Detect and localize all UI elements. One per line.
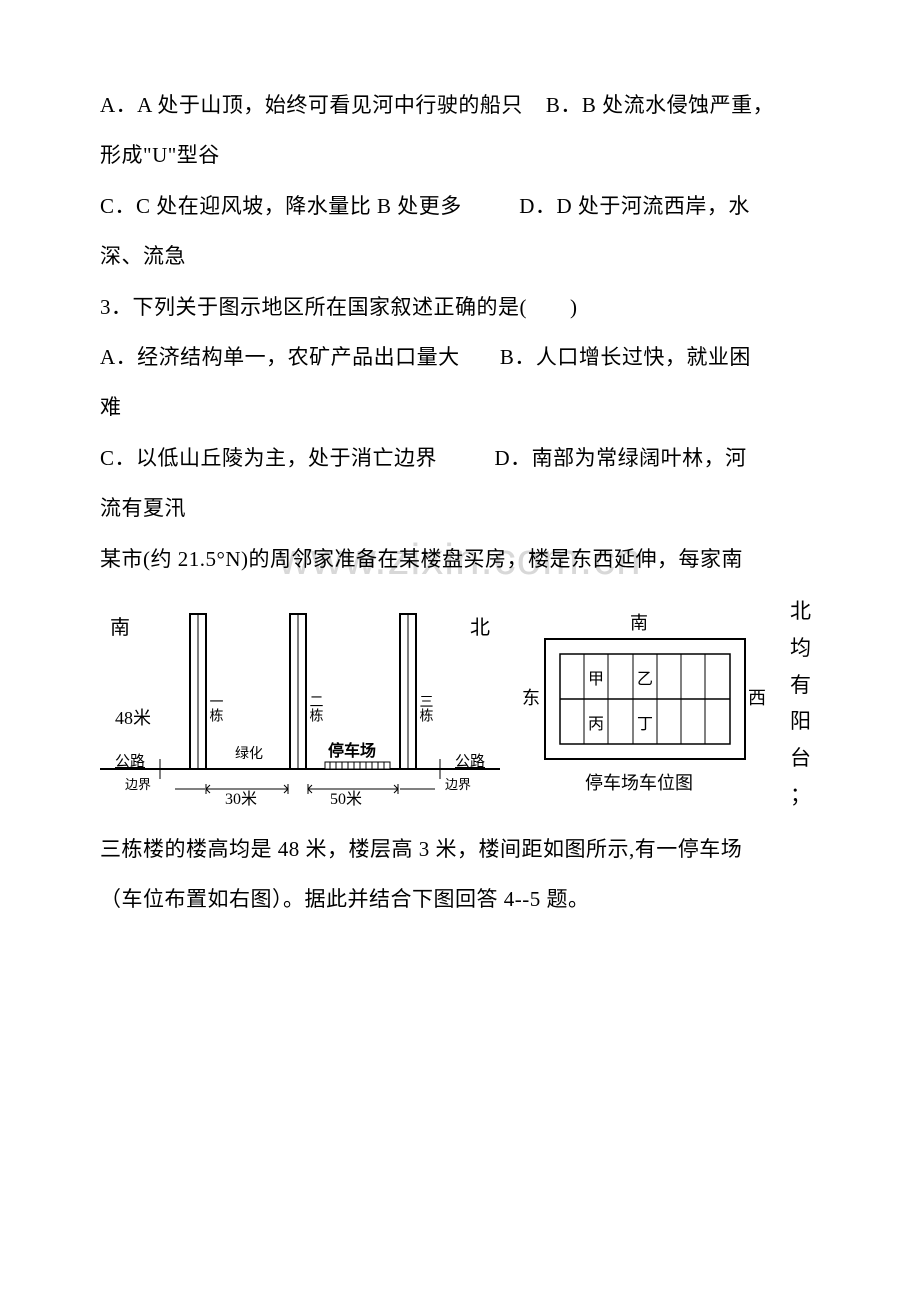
page-content: A．A 处于山顶，始终可看见河中行驶的船只 B．B 处流水侵蚀严重， 形成"U"… (0, 0, 920, 965)
side-c4: 台 (790, 742, 811, 776)
side-vertical-text: 北 均 有 阳 台 ； (790, 594, 811, 814)
fig1-road-left: 公路 (115, 753, 145, 770)
fig2-yi: 乙 (637, 671, 653, 688)
opt-c-line: C．C 处在迎风坡，降水量比 B 处更多 D．D 处于河流西岸，水 (100, 181, 840, 231)
side-c3: 阳 (790, 705, 811, 739)
opt-aa: A．A 处于山顶，始终可看见河中行驶的船只 (100, 93, 523, 117)
fig2-east: 东 (522, 688, 540, 708)
fig1-b1-label: 一栋 (208, 694, 224, 723)
fig1-road-right: 公路 (455, 753, 485, 770)
fig1-north: 北 (470, 616, 490, 639)
fig1-b2-label: 二栋 (308, 694, 324, 723)
q3-cd-line: C．以低山丘陵为主，处于消亡边界 D．南部为常绿阔叶林，河 (100, 433, 840, 483)
fig1-b3-label: 三栋 (418, 694, 434, 723)
q3-d2: 流有夏汛 (100, 483, 840, 533)
fig2-bing: 丙 (588, 716, 604, 733)
side-c0: 北 (790, 595, 811, 629)
side-c5: ； (790, 779, 811, 813)
fig1-south: 南 (110, 616, 130, 639)
q3-stem: 3．下列关于图示地区所在国家叙述正确的是( ) (100, 282, 840, 332)
side-c1: 均 (790, 632, 811, 666)
side-c2: 有 (790, 669, 811, 703)
q3-b2: 难 (100, 382, 840, 432)
q3-c: C．以低山丘陵为主，处于消亡边界 (100, 446, 437, 470)
fig1-green: 绿化 (235, 746, 263, 762)
passage-p2: 三栋楼的楼高均是 48 米，楼层高 3 米，楼间距如图所示,有一停车场 (100, 824, 840, 874)
opt-ab: B．B 处流水侵蚀严重， (546, 93, 774, 117)
q3-d: D．南部为常绿阔叶林，河 (495, 446, 747, 470)
fig1-border-right: 边界 (445, 777, 471, 792)
opt-ac: C．C 处在迎风坡，降水量比 B 处更多 (100, 194, 462, 218)
fig1-height: 48米 (115, 708, 151, 728)
figure-parking-grid: 南 东 西 甲 乙 丙 丁 停车场车位图 (520, 594, 770, 814)
fig1-d30: 30米 (225, 790, 257, 808)
opt-ab2: 形成"U"型谷 (100, 130, 840, 180)
passage-p3: （车位布置如右图）。据此并结合下图回答 4--5 题。 (100, 874, 840, 924)
q3-b: B．人口增长过快，就业困 (500, 345, 751, 369)
fig2-jia: 甲 (588, 671, 604, 688)
passage-p1: 某市(约 21.5°N)的周邻家准备在某楼盘买房，楼是东西延伸，每家南 (100, 534, 840, 584)
fig2-west: 西 (748, 688, 766, 708)
fig2-ding: 丁 (637, 716, 653, 733)
figures-row: 南 北 48米 一栋 二栋 三栋 绿化 停车场 (100, 594, 840, 814)
q3-ab-line: A．经济结构单一，农矿产品出口量大 B．人口增长过快，就业困 (100, 332, 840, 382)
figure-elevation: 南 北 48米 一栋 二栋 三栋 绿化 停车场 (100, 594, 500, 814)
opt-a-line1: A．A 处于山顶，始终可看见河中行驶的船只 B．B 处流水侵蚀严重， (100, 80, 840, 130)
fig2-caption: 停车场车位图 (585, 773, 693, 793)
fig1-parking: 停车场 (328, 741, 376, 760)
fig1-border-left: 边界 (125, 777, 151, 792)
opt-ad: D．D 处于河流西岸，水 (519, 194, 750, 218)
fig1-d50: 50米 (330, 790, 362, 808)
opt-ad2: 深、流急 (100, 231, 840, 281)
q3-a: A．经济结构单一，农矿产品出口量大 (100, 345, 460, 369)
fig2-south: 南 (630, 613, 648, 633)
